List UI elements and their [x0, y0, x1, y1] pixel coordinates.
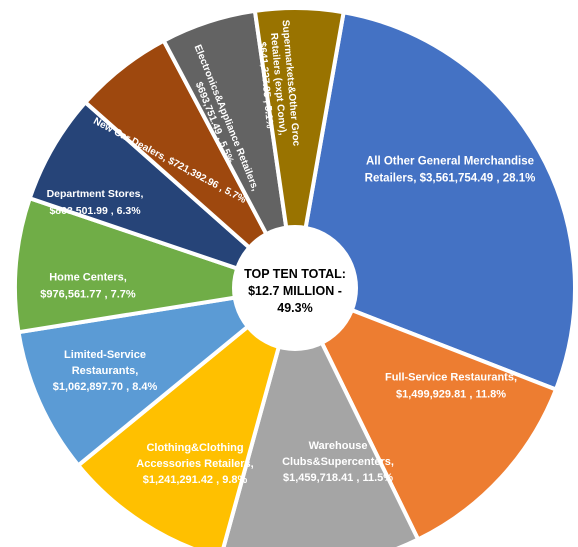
pie-slice-3 [221, 286, 421, 547]
slice-label-line: Retailers, $3,561,754.49 , 28.1% [365, 173, 536, 185]
slice-label-line: Full-Service Restaurants, [385, 371, 517, 383]
pie-slices [13, 6, 577, 547]
pie-slice-6 [13, 196, 297, 335]
pie-slice-5 [16, 286, 297, 468]
slice-label-2: Full-Service Restaurants, $1,499,929.81 ,… [385, 371, 517, 400]
pie-slice-2 [293, 286, 558, 542]
slice-label-line: Clubs&Supercenters, [282, 456, 394, 468]
slice-label-line: $1,499,929.81 , 11.8% [396, 388, 506, 400]
slice-label-line: Warehouse [309, 440, 368, 452]
slice-label-line: Home Centers, [49, 271, 127, 283]
slice-label-line: Restaurants, [72, 365, 139, 377]
slice-label-line: $976,561.77 , 7.7% [40, 288, 136, 300]
slice-label-line: Department Stores, [47, 188, 144, 200]
pie-slice-7 [27, 100, 297, 290]
slice-label-3: Warehouse Clubs&Supercenters, $1,459,718.4… [282, 440, 394, 484]
pie-slice-1 [293, 10, 577, 392]
slice-label-line: All Other General Merchandise [366, 156, 534, 168]
pie-slice-10 [252, 6, 346, 290]
slice-label-4: Clothing&Clothing Accessories Retailers, $… [136, 442, 253, 486]
center-total-line-2: $12.7 MILLION - [248, 284, 342, 298]
slice-label-line: $1,241,291.42 , 9.8% [143, 474, 248, 486]
slice-label-1: All Other General Merchandise Retailers, … [365, 156, 536, 185]
slice-label-line: Clothing&Clothing [146, 442, 243, 454]
pie-slice-4 [76, 286, 297, 547]
slice-label-line: $803,501.99 , 6.3% [49, 205, 141, 217]
center-hole [232, 225, 358, 351]
slice-label-7: Department Stores, $803,501.99 , 6.3% [47, 188, 144, 217]
slice-label-line: $1,062,897.70 , 8.4% [53, 381, 158, 393]
slice-label-6: Home Centers, $976,561.77 , 7.7% [40, 271, 136, 300]
slice-label-line: Limited-Service [64, 349, 146, 361]
slice-label-line: Accessories Retailers, [136, 458, 253, 470]
slice-label-line: $1,459,718.41 , 11.5% [283, 472, 393, 484]
center-total-line-1: TOP TEN TOTAL: [244, 267, 346, 281]
center-total-line-3: 49.3% [277, 301, 312, 315]
slice-label-5: Limited-Service Restaurants, $1,062,897.70… [53, 349, 158, 393]
